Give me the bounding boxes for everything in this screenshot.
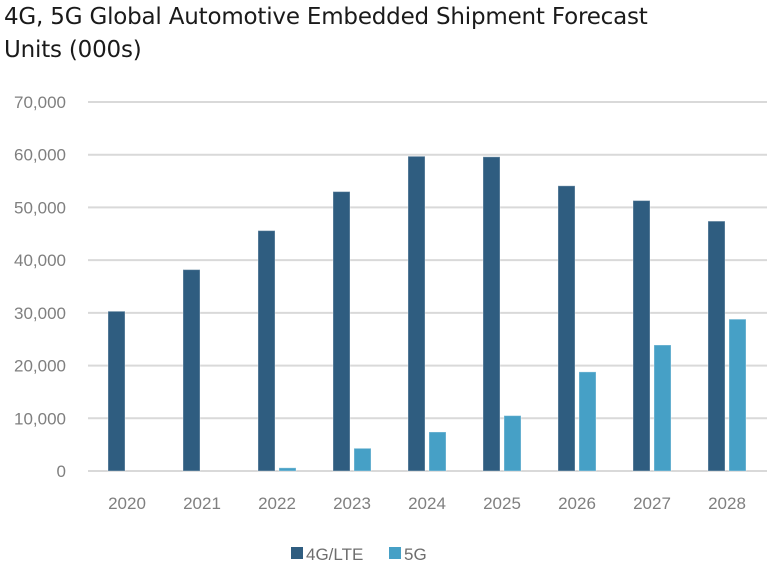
bar-5g-2028 bbox=[728, 318, 747, 472]
y-tick-label: 10,000 bbox=[14, 409, 66, 428]
x-tick-label: 2021 bbox=[183, 494, 221, 513]
y-tick-label: 20,000 bbox=[14, 357, 66, 376]
legend-swatch-4g-lte bbox=[291, 547, 303, 559]
bar-4g-lte-2026 bbox=[557, 185, 576, 472]
y-tick-label: 30,000 bbox=[14, 304, 66, 323]
legend-label: 4G/LTE bbox=[306, 545, 363, 564]
bars bbox=[107, 155, 747, 472]
bar-4g-lte-2020 bbox=[107, 310, 126, 472]
x-tick-label: 2025 bbox=[483, 494, 521, 513]
bar-5g-2026 bbox=[578, 371, 597, 472]
bar-4g-lte-2022 bbox=[257, 230, 276, 472]
bar-5g-2025 bbox=[503, 415, 522, 472]
y-tick-label: 50,000 bbox=[14, 198, 66, 217]
y-tick-label: 60,000 bbox=[14, 146, 66, 165]
x-tick-label: 2022 bbox=[258, 494, 296, 513]
chart-title-line: 4G, 5G Global Automotive Embedded Shipme… bbox=[4, 4, 648, 30]
x-tick-label: 2020 bbox=[108, 494, 146, 513]
legend-label: 5G bbox=[404, 545, 427, 564]
y-tick-label: 70,000 bbox=[14, 93, 66, 112]
bar-5g-2023 bbox=[353, 447, 372, 472]
gridlines bbox=[88, 101, 767, 472]
chart-subtitle: Units (000s) bbox=[4, 37, 142, 63]
y-tick-label: 0 bbox=[57, 462, 66, 481]
bar-4g-lte-2025 bbox=[482, 156, 501, 472]
bar-4g-lte-2024 bbox=[407, 155, 426, 472]
bar-5g-2027 bbox=[653, 344, 672, 472]
bar-5g-2022 bbox=[278, 467, 297, 472]
bar-4g-lte-2023 bbox=[332, 191, 351, 472]
x-tick-label: 2023 bbox=[333, 494, 371, 513]
x-tick-label: 2027 bbox=[633, 494, 671, 513]
x-tick-label: 2028 bbox=[708, 494, 746, 513]
x-axis-ticks: 2020 2021 2022 2023 2024 2025 2026 2027 2028 bbox=[108, 494, 746, 513]
bar-5g-2024 bbox=[428, 431, 447, 472]
legend-swatch-5g bbox=[389, 547, 401, 559]
bar-4g-lte-2021 bbox=[182, 269, 201, 472]
x-tick-label: 2024 bbox=[408, 494, 446, 513]
x-tick-label: 2026 bbox=[558, 494, 596, 513]
y-axis-ticks: 0 10,000 20,000 30,000 40,000 50,000 60,000 70,… bbox=[14, 93, 66, 481]
chart-title: 4G, 5G Global Automotive Embedded Shipme… bbox=[4, 1, 648, 67]
bar-4g-lte-2028 bbox=[707, 220, 726, 472]
bar-4g-lte-2027 bbox=[632, 200, 651, 472]
y-tick-label: 40,000 bbox=[14, 251, 66, 270]
legend: 4G/LTE 5G bbox=[291, 545, 427, 564]
